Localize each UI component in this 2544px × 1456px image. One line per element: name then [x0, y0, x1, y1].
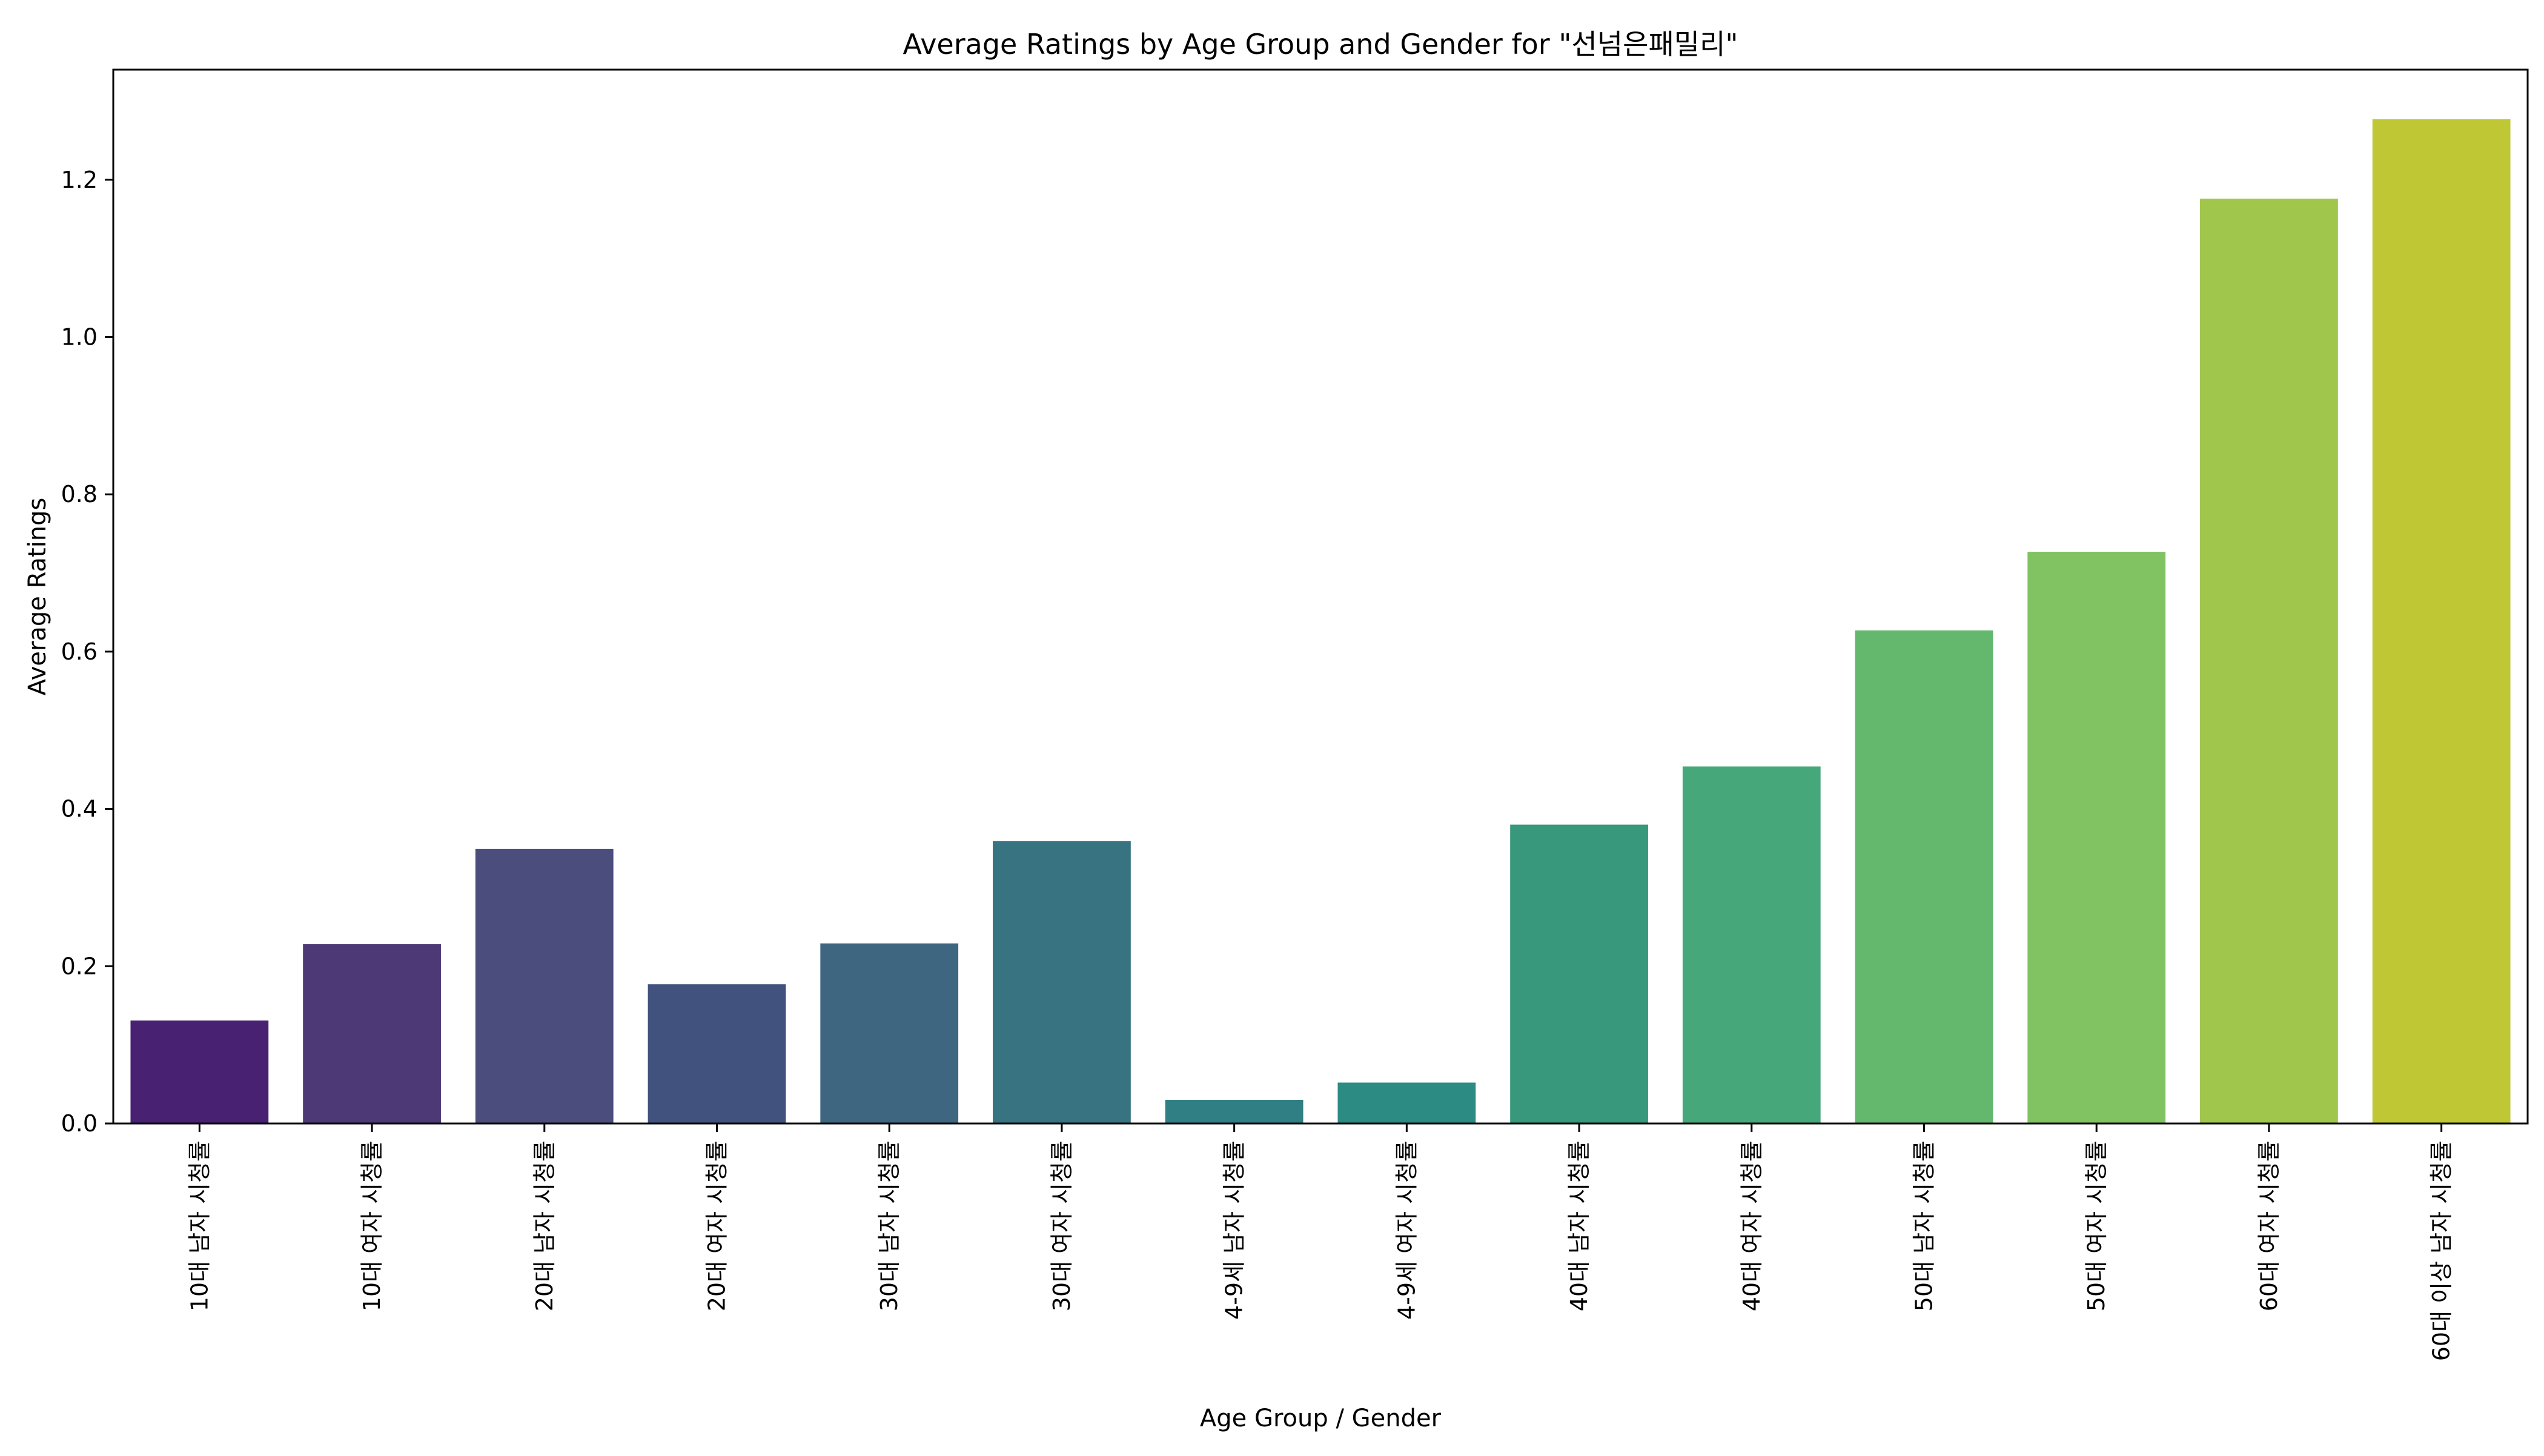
- x-tick-label-4: 30대 남자 시청률: [876, 1140, 903, 1311]
- bar-5: [993, 841, 1131, 1123]
- bar-0: [130, 1020, 269, 1123]
- bar-8: [1510, 824, 1648, 1123]
- bar-2: [475, 849, 614, 1123]
- x-tick-label-5: 30대 여자 시청률: [1048, 1140, 1075, 1311]
- bar-3: [648, 984, 786, 1123]
- y-tick-label-5: 1.0: [61, 323, 98, 350]
- bar-4: [820, 943, 959, 1123]
- y-tick-label-6: 1.2: [61, 167, 98, 193]
- x-tick-label-0: 10대 남자 시청률: [186, 1140, 213, 1311]
- x-tick-label-6: 4-9세 남자 시청률: [1221, 1140, 1248, 1320]
- x-axis-label: Age Group / Gender: [1200, 1405, 1442, 1432]
- axes-layer: 0.0 0.2 0.4 0.6 0.8 1.0 1.2 10대 남자 시청률 10대 여자 시청…: [61, 68, 2529, 1361]
- bars-layer: [130, 119, 2511, 1124]
- x-tick-label-7: 4-9세 여자 시청률: [1393, 1140, 1420, 1320]
- y-tick-label-0: 0.0: [61, 1110, 98, 1137]
- bar-1: [303, 944, 441, 1123]
- x-tick-label-8: 40대 남자 시청률: [1566, 1140, 1592, 1311]
- y-tick-label-1: 0.2: [61, 953, 98, 979]
- x-tick-label-13: 60대 이상 남자 시청률: [2428, 1140, 2455, 1361]
- bar-12: [2200, 198, 2338, 1124]
- x-tick-label-10: 50대 남자 시청률: [1911, 1140, 1938, 1311]
- x-tick-label-1: 10대 여자 시청률: [359, 1140, 385, 1311]
- y-tick-label-4: 0.8: [61, 481, 98, 508]
- y-axis-label: Average Ratings: [24, 498, 51, 696]
- bar-11: [2027, 551, 2166, 1123]
- bar-7: [1337, 1082, 1476, 1123]
- x-tick-label-9: 40대 여자 시청률: [1738, 1140, 1765, 1311]
- bar-13: [2372, 119, 2511, 1123]
- bar-6: [1165, 1100, 1303, 1123]
- bar-9: [1682, 766, 1821, 1123]
- x-tick-label-12: 60대 여자 시청률: [2256, 1140, 2282, 1311]
- y-tick-label-2: 0.4: [61, 796, 98, 822]
- plot-frame: [112, 68, 2529, 1125]
- y-tick-label-3: 0.6: [61, 638, 98, 665]
- x-tick-label-11: 50대 여자 시청률: [2083, 1140, 2110, 1311]
- x-tick-label-2: 20대 남자 시청률: [531, 1140, 558, 1311]
- chart-title: Average Ratings by Age Group and Gender …: [903, 28, 1738, 61]
- bar-10: [1855, 630, 1993, 1123]
- x-tick-label-3: 20대 여자 시청률: [704, 1140, 730, 1311]
